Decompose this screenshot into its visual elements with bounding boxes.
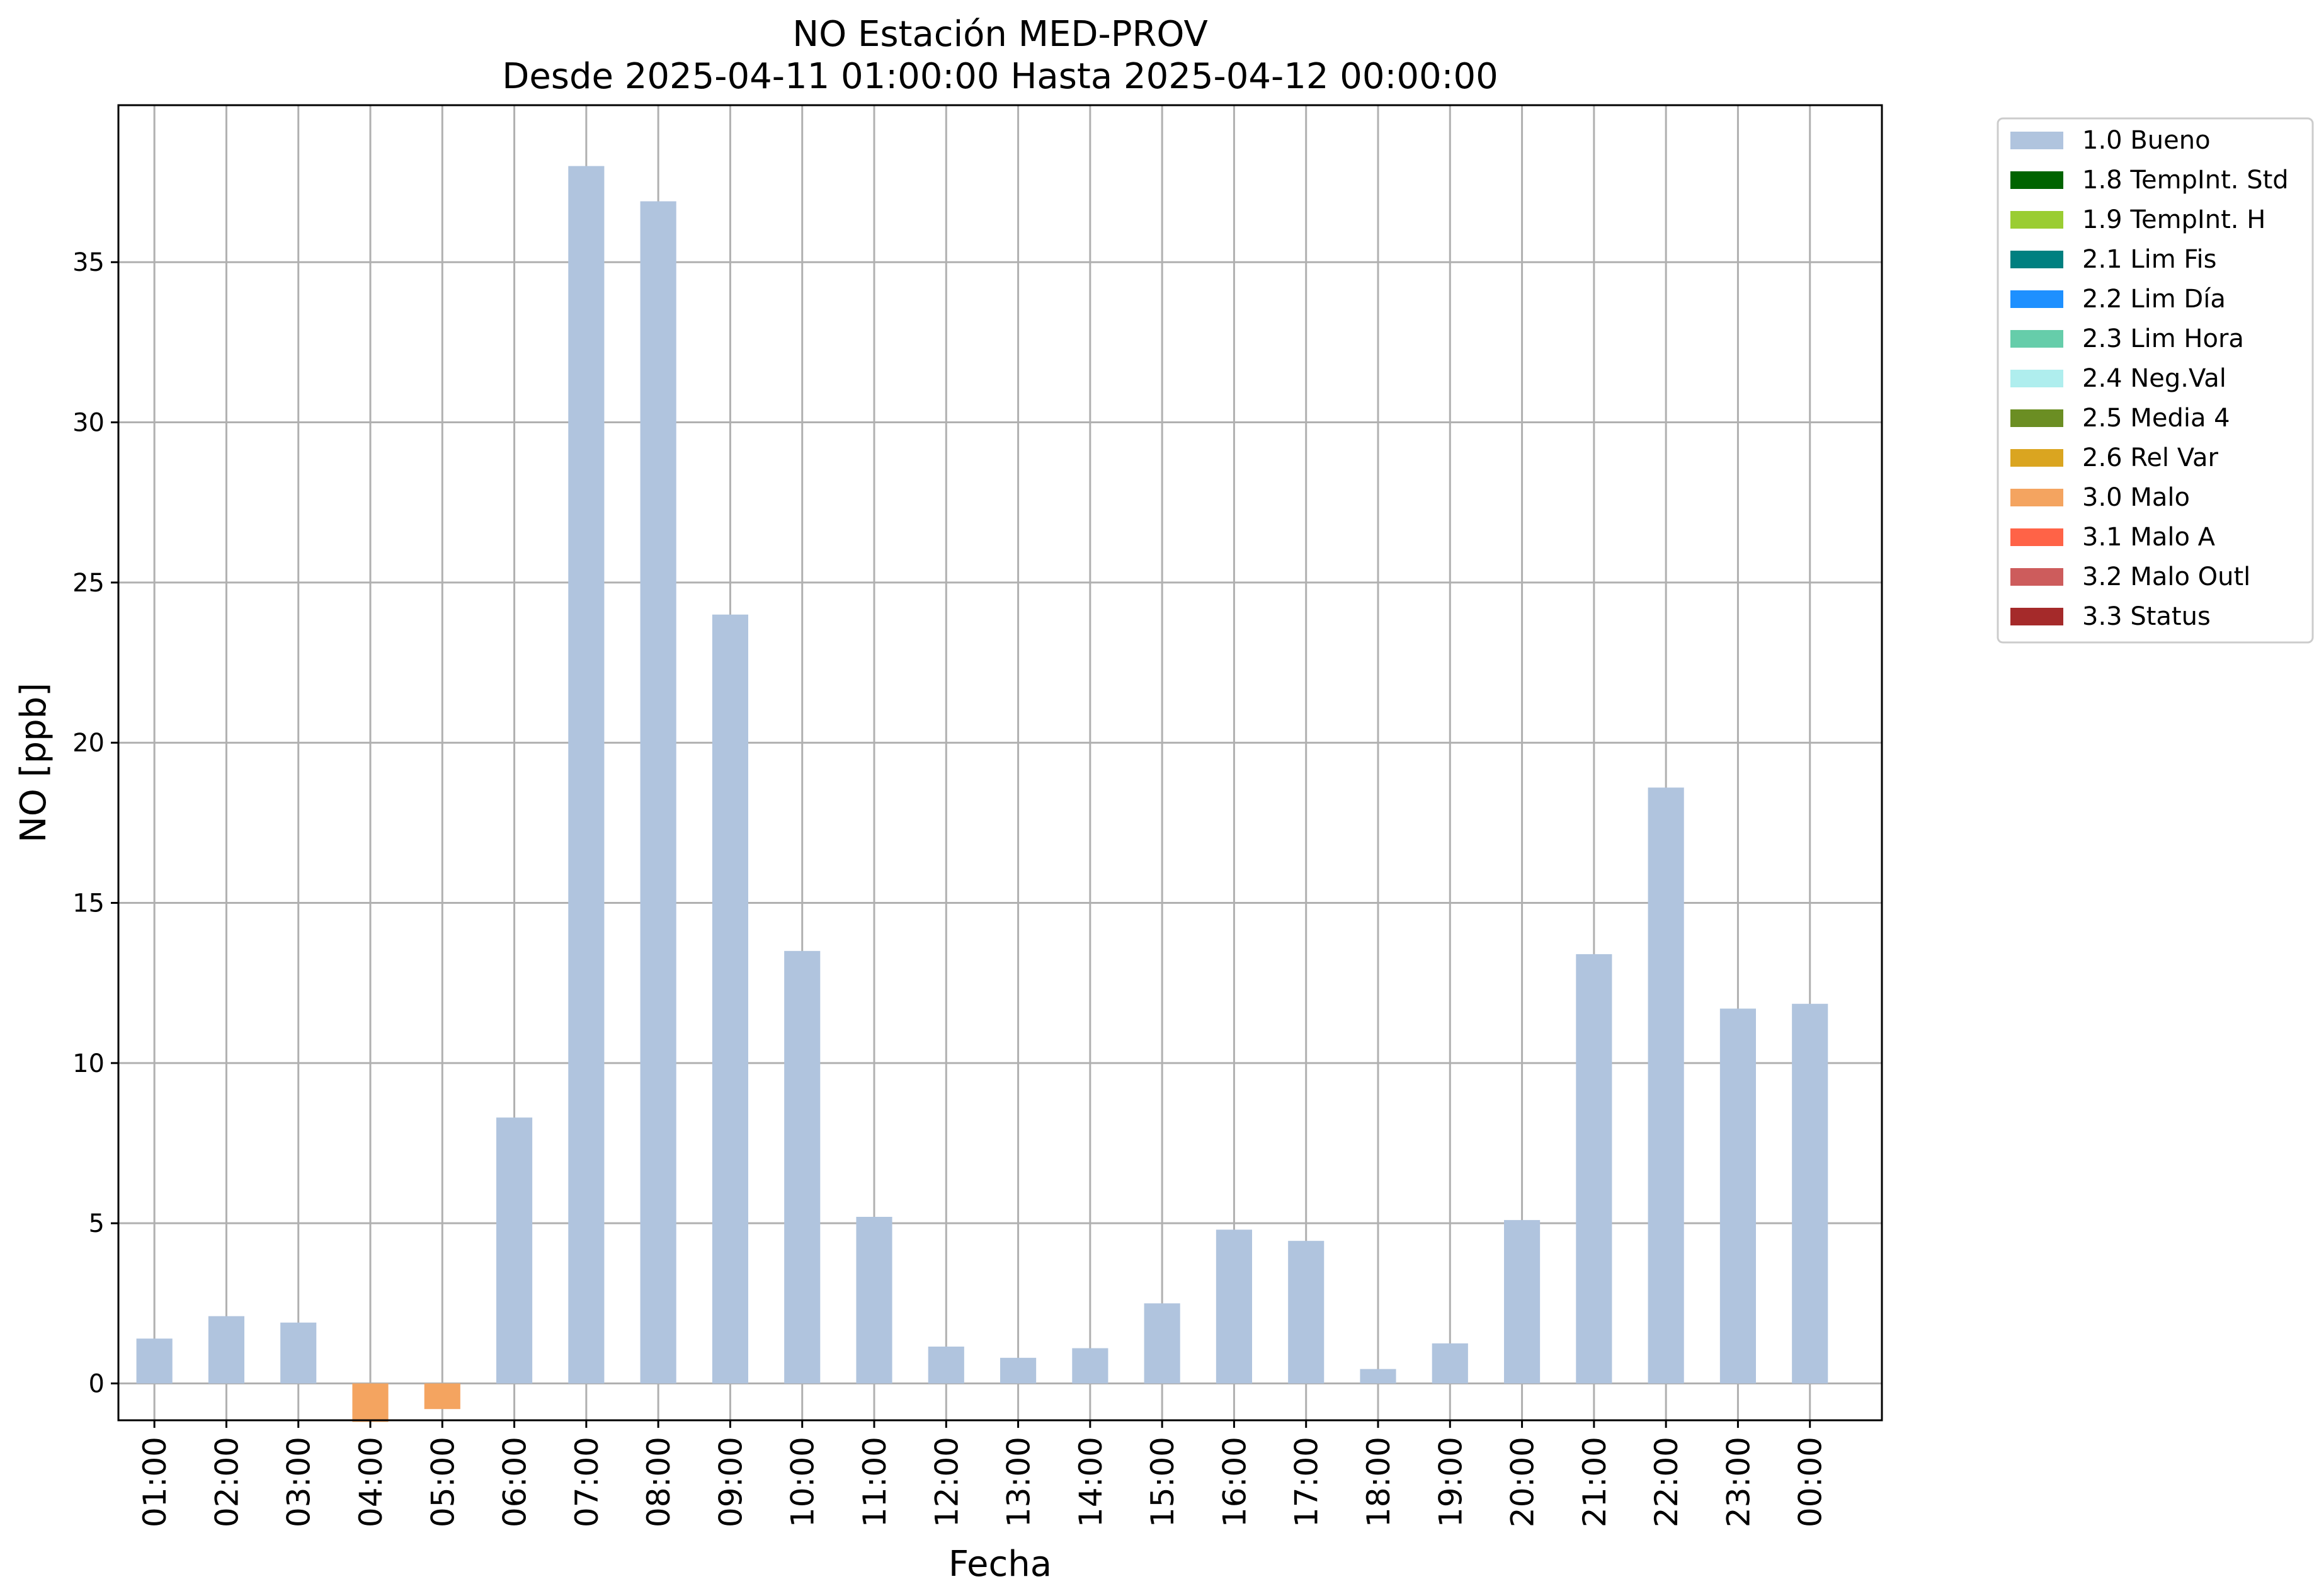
legend-swatch [2010, 449, 2063, 467]
x-tick-label: 23:00 [1720, 1437, 1757, 1527]
legend-entry: 1.0 Bueno [2082, 126, 2211, 155]
legend: 1.0 Bueno 1.8 TempInt. Std 1.9 TempInt. H 2… [1997, 117, 2314, 644]
x-tick-label: 01:00 [137, 1437, 173, 1527]
bar [208, 1316, 244, 1384]
x-tick-label: 22:00 [1648, 1437, 1685, 1527]
x-tick-label: 06:00 [497, 1437, 533, 1527]
legend-swatch [2010, 608, 2063, 625]
legend-entry: 2.1 Lim Fis [2082, 245, 2216, 274]
bar [640, 201, 676, 1384]
x-tick-label: 09:00 [712, 1437, 749, 1527]
legend-entry: 2.5 Media 4 [2082, 404, 2230, 433]
x-tick-label: 16:00 [1216, 1437, 1253, 1527]
x-axis-ticks: 01:00 02:00 03:00 04:00 05:00 06:00 07:00 08:00… [137, 1420, 1829, 1527]
x-tick-label: 02:00 [208, 1437, 245, 1527]
x-tick-label: 12:00 [928, 1437, 965, 1527]
legend-swatch [2010, 330, 2063, 348]
y-axis-label: NO [ppb] [13, 683, 54, 843]
legend-entry: 3.1 Malo A [2082, 523, 2216, 552]
bar [496, 1117, 533, 1384]
y-tick-label: 5 [89, 1209, 105, 1238]
bar [352, 1383, 389, 1422]
x-tick-label: 21:00 [1576, 1437, 1613, 1527]
bar [928, 1347, 964, 1384]
legend-entry: 2.4 Neg.Val [2082, 364, 2226, 393]
bar [1288, 1241, 1325, 1384]
y-tick-label: 35 [72, 248, 105, 277]
legend-swatch [2010, 489, 2063, 506]
legend-entry: 2.6 Rel Var [2082, 443, 2219, 472]
bar [1360, 1369, 1396, 1384]
y-axis-ticks: 0 5 10 15 20 25 30 35 [72, 248, 118, 1399]
legend-swatch [2010, 409, 2063, 427]
legend-entry: 3.3 Status [2082, 602, 2211, 631]
y-tick-label: 0 [89, 1370, 105, 1399]
x-tick-label: 13:00 [1001, 1437, 1037, 1527]
bar [136, 1338, 173, 1384]
bars [136, 166, 1828, 1422]
legend-entry: 2.2 Lim Día [2082, 285, 2226, 314]
bar [1216, 1229, 1252, 1384]
x-tick-label: 15:00 [1144, 1437, 1181, 1527]
bar [1576, 954, 1612, 1384]
y-tick-label: 20 [72, 729, 105, 758]
chart-subtitle: Desde 2025-04-11 01:00:00 Hasta 2025-04-… [502, 56, 1498, 97]
x-tick-label: 19:00 [1432, 1437, 1469, 1527]
x-tick-label: 07:00 [569, 1437, 605, 1527]
bar [856, 1217, 892, 1384]
legend-frame [1997, 117, 2314, 644]
legend-swatch [2010, 171, 2063, 189]
plot-area-frame [117, 104, 1883, 1422]
legend-entry: 1.8 TempInt. Std [2082, 166, 2289, 195]
y-tick-label: 25 [72, 569, 105, 598]
legend-swatch [2010, 132, 2063, 149]
legend-entry: 2.3 Lim Hora [2082, 324, 2244, 353]
y-tick-label: 15 [72, 889, 105, 918]
bar [1719, 1008, 1756, 1384]
bar [712, 614, 748, 1384]
legend-swatch [2010, 211, 2063, 229]
bar [1504, 1220, 1541, 1384]
legend-swatch [2010, 251, 2063, 268]
bar [1432, 1343, 1468, 1384]
y-tick-label: 10 [72, 1049, 105, 1078]
x-tick-label: 05:00 [424, 1437, 461, 1527]
legend-swatch [2010, 370, 2063, 387]
x-axis-label: Fecha [949, 1544, 1052, 1585]
x-tick-label: 20:00 [1505, 1437, 1541, 1527]
legend-entry: 3.0 Malo [2082, 483, 2190, 512]
x-tick-label: 18:00 [1360, 1437, 1397, 1527]
bar [1000, 1357, 1037, 1384]
chart-title: NO Estación MED-PROV [792, 14, 1208, 55]
bar [280, 1322, 317, 1384]
y-tick-label: 30 [72, 409, 105, 438]
x-tick-label: 00:00 [1792, 1437, 1829, 1527]
legend-swatch [2010, 528, 2063, 546]
bar [568, 166, 605, 1384]
x-tick-label: 10:00 [785, 1437, 821, 1527]
bar [424, 1383, 460, 1410]
bar [1792, 1003, 1828, 1384]
legend-swatch [2010, 290, 2063, 308]
bar [1144, 1303, 1180, 1384]
x-tick-label: 03:00 [281, 1437, 317, 1527]
bar [1648, 787, 1684, 1384]
x-tick-label: 04:00 [353, 1437, 389, 1527]
bar [784, 950, 821, 1384]
legend-swatch [2010, 568, 2063, 586]
legend-entry: 3.2 Malo Outl [2082, 562, 2250, 591]
x-tick-label: 11:00 [857, 1437, 893, 1527]
x-tick-label: 08:00 [641, 1437, 677, 1527]
legend-entry: 1.9 TempInt. H [2082, 205, 2265, 234]
x-tick-label: 14:00 [1073, 1437, 1109, 1527]
bar [1072, 1348, 1108, 1384]
x-tick-label: 17:00 [1289, 1437, 1325, 1527]
